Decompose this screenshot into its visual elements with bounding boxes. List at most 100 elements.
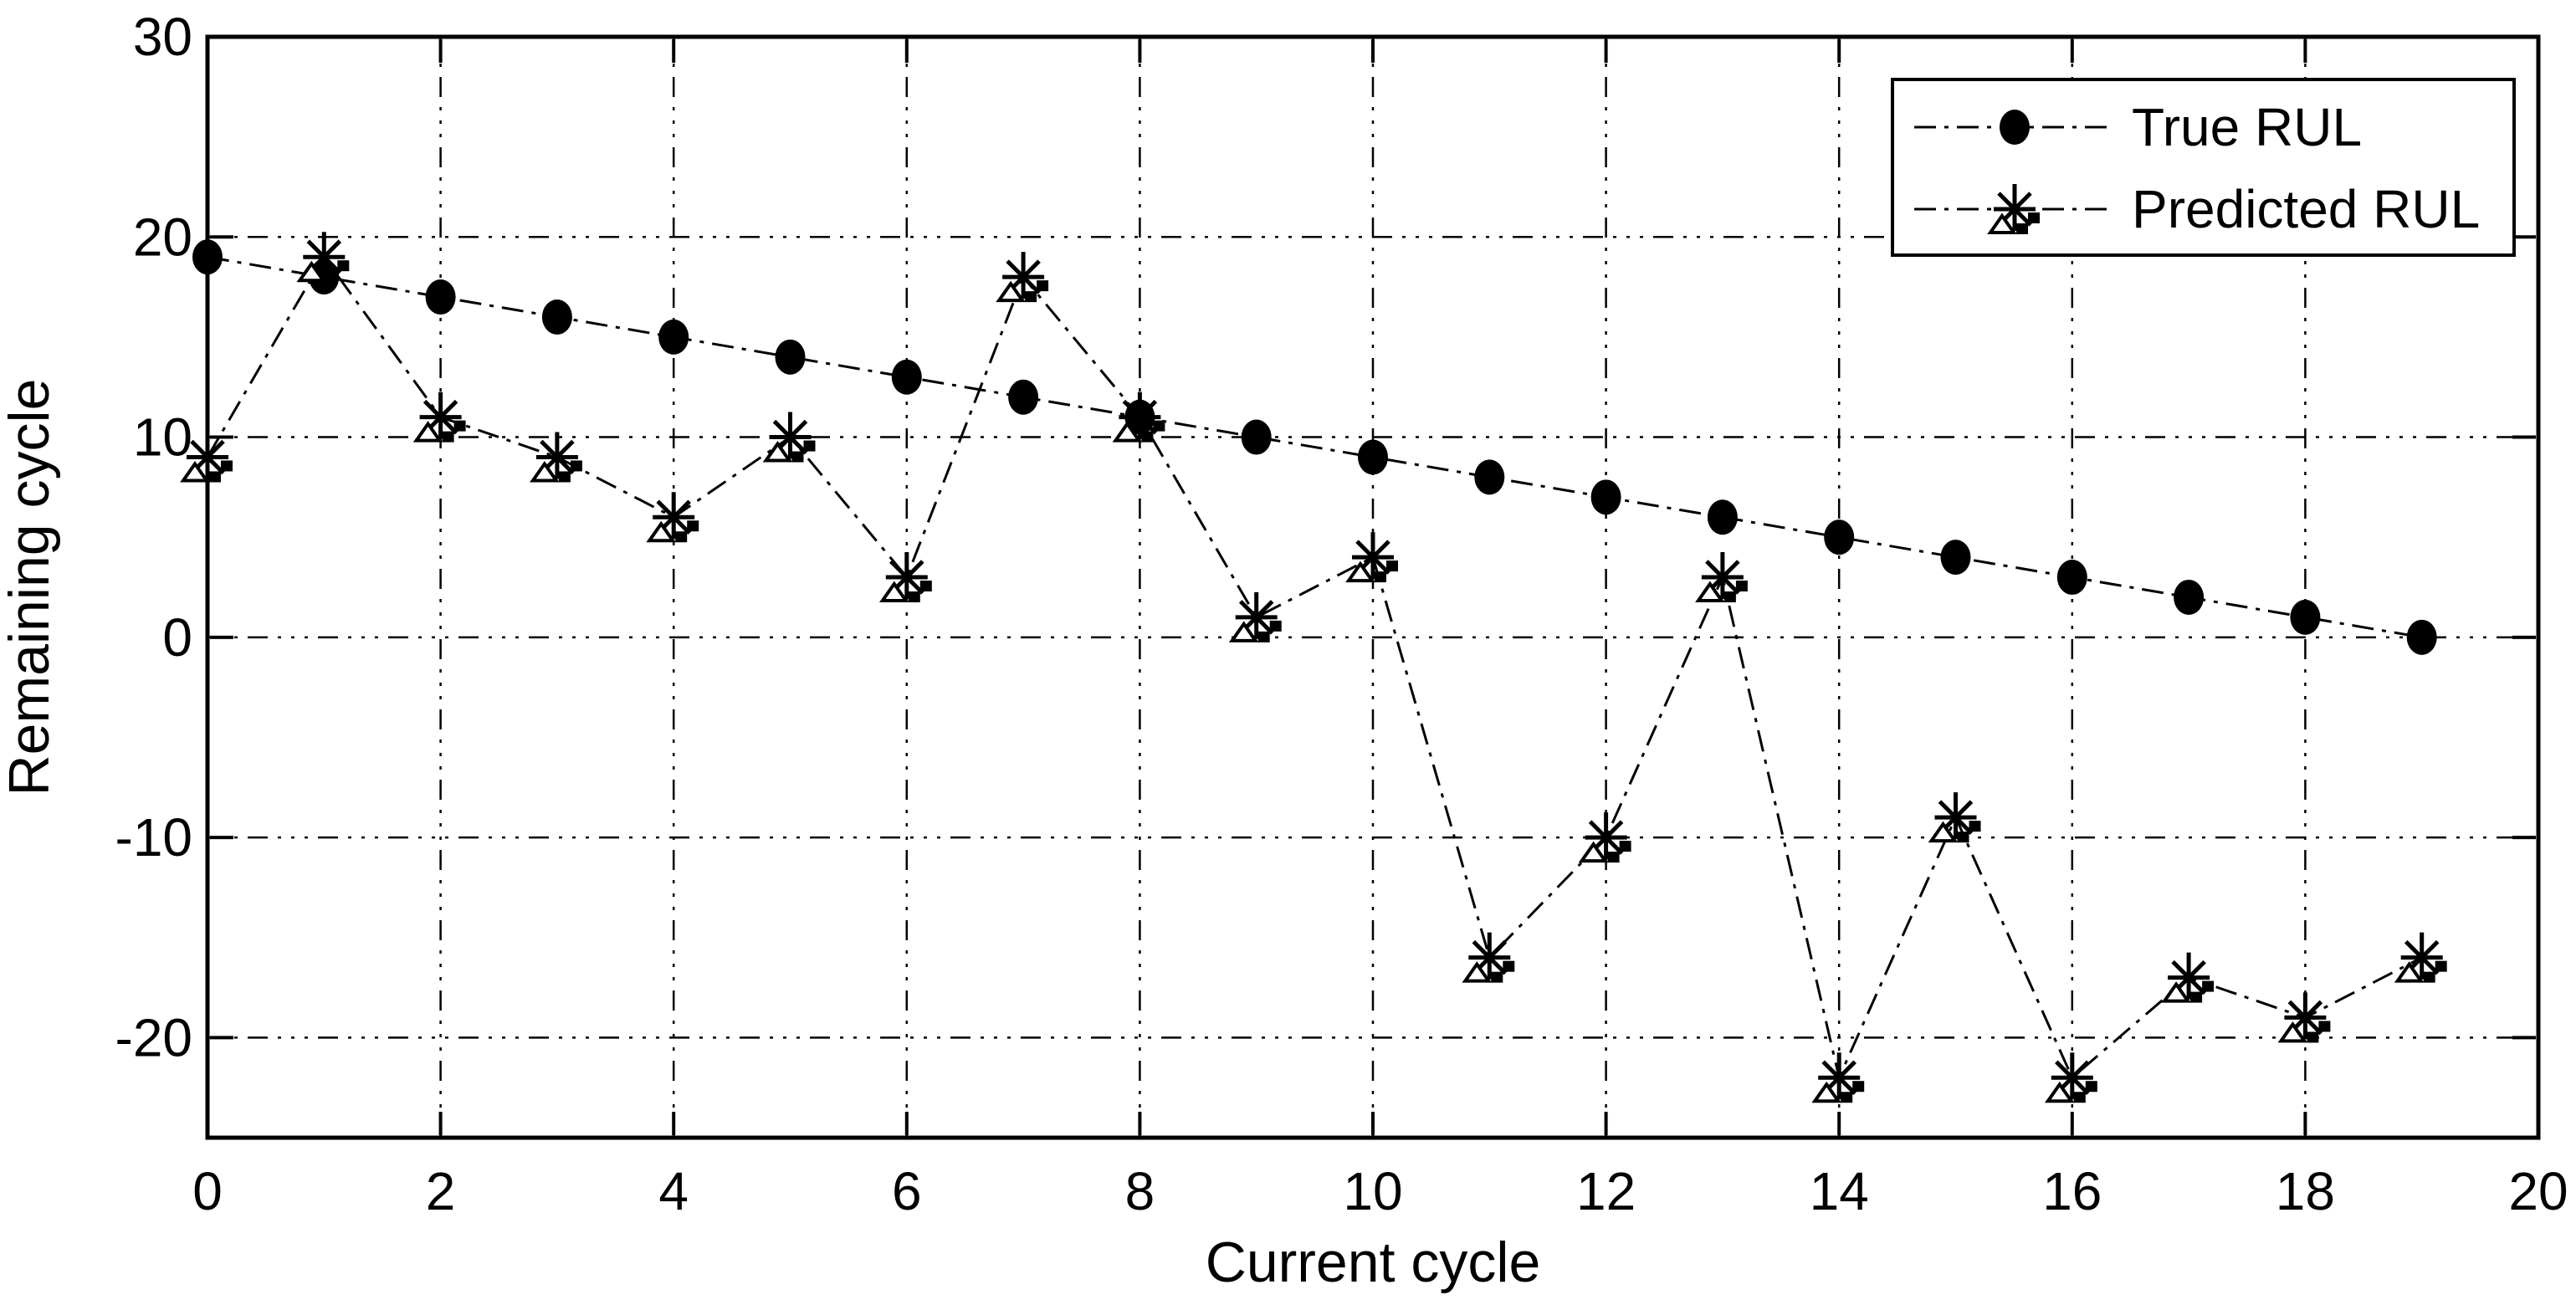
x-tick-label: 18 xyxy=(2276,1161,2335,1221)
marker-filled-circle xyxy=(1707,499,1738,535)
x-tick-label: 10 xyxy=(1343,1161,1402,1221)
artifact-triangle xyxy=(646,520,677,543)
artifact-triangle xyxy=(1811,1081,1842,1103)
marker-asterisk xyxy=(2161,952,2215,1003)
y-tick-labels: 30 20 10 0 -10 -20 xyxy=(115,7,193,1067)
legend: True RUL Predicted RUL xyxy=(1891,78,2516,257)
artifact-square xyxy=(919,581,932,592)
artifact-triangle xyxy=(1578,841,1609,863)
marker-asterisk xyxy=(878,552,932,603)
axis-ticks xyxy=(206,35,2540,1135)
x-tick-labels: 0 2 4 6 8 10 12 14 16 18 20 xyxy=(192,1161,2568,1221)
artifact-triangle xyxy=(1928,821,1959,843)
artifact-square xyxy=(1969,821,1981,832)
artifact-square xyxy=(2318,1021,2331,1032)
artifact-square xyxy=(2016,223,2028,234)
x-tick-label: 2 xyxy=(426,1161,456,1221)
marker-asterisk xyxy=(1112,392,1165,443)
marker-filled-circle xyxy=(1824,519,1855,555)
data-point xyxy=(530,432,582,483)
marker-asterisk xyxy=(1462,932,1515,983)
y-tick-label: 0 xyxy=(162,607,192,668)
marker-asterisk xyxy=(530,432,582,483)
artifact-square xyxy=(2423,971,2435,983)
x-tick-label: 20 xyxy=(2508,1161,2568,1221)
data-point xyxy=(658,319,689,355)
marker-asterisk xyxy=(2394,932,2447,983)
artifact-square xyxy=(221,460,233,472)
artifact-square xyxy=(791,451,804,463)
artifact-square xyxy=(2190,991,2203,1003)
artifact-triangle xyxy=(1695,581,1725,603)
y-tick-label: -10 xyxy=(115,807,193,867)
data-point xyxy=(1345,532,1398,583)
marker-asterisk xyxy=(996,252,1049,303)
artifact-square xyxy=(570,460,582,472)
legend-item-true-rul: True RUL xyxy=(1914,97,2362,157)
artifact-square xyxy=(1037,280,1049,292)
artifact-square xyxy=(1375,571,1386,583)
data-point xyxy=(296,232,350,283)
artifact-triangle xyxy=(412,421,443,443)
data-point xyxy=(2277,992,2331,1043)
marker-filled-circle xyxy=(1474,459,1505,495)
data-point xyxy=(425,279,456,315)
data-point xyxy=(2161,952,2215,1003)
artifact-square xyxy=(1386,560,1398,572)
marker-filled-circle xyxy=(2406,619,2437,655)
series-layer xyxy=(180,232,2447,1103)
artifact-square xyxy=(2085,1081,2097,1093)
marker-asterisk xyxy=(762,412,816,463)
marker-filled-circle xyxy=(2174,579,2205,615)
data-point xyxy=(1462,932,1515,983)
marker-filled-circle xyxy=(541,299,572,335)
marker-filled-circle xyxy=(2056,560,2087,596)
data-point xyxy=(1474,459,1505,495)
marker-filled-circle xyxy=(1590,479,1621,515)
artifact-square xyxy=(2028,212,2040,223)
artifact-triangle xyxy=(180,460,210,483)
artifact-square xyxy=(803,440,816,452)
y-tick-label: 30 xyxy=(133,7,192,67)
data-point xyxy=(541,299,572,335)
data-point xyxy=(775,339,806,375)
x-axis-title: Current cycle xyxy=(1206,1231,1541,1294)
data-point xyxy=(1228,591,1282,642)
artifact-square xyxy=(2202,980,2215,992)
x-tick-label: 8 xyxy=(1125,1161,1155,1221)
y-tick-label: -20 xyxy=(115,1007,193,1067)
legend-marker-asterisk xyxy=(1987,184,2040,234)
artifact-triangle xyxy=(1987,212,2017,234)
artifact-triangle xyxy=(1345,560,1375,583)
gridlines xyxy=(207,37,2538,1138)
artifact-triangle xyxy=(878,581,909,603)
artifact-triangle xyxy=(2394,961,2425,983)
artifact-square xyxy=(1257,631,1270,642)
x-tick-label: 16 xyxy=(2042,1161,2102,1221)
artifact-square xyxy=(687,520,699,532)
marker-filled-circle xyxy=(192,239,223,275)
data-point xyxy=(1008,379,1039,415)
marker-filled-circle xyxy=(1940,540,1971,576)
data-point xyxy=(2044,1052,2097,1103)
data-point xyxy=(878,552,932,603)
data-point xyxy=(2394,932,2447,983)
artifact-triangle xyxy=(2161,981,2191,1003)
marker-filled-circle xyxy=(1008,379,1039,415)
marker-filled-circle xyxy=(891,359,922,395)
artifact-square xyxy=(325,271,338,283)
artifact-triangle xyxy=(1462,961,1493,983)
marker-asterisk xyxy=(1987,184,2040,234)
data-point xyxy=(412,392,466,443)
data-point xyxy=(996,252,1049,303)
y-tick-label: 10 xyxy=(133,407,192,468)
artifact-square xyxy=(2307,1031,2319,1043)
x-tick-label: 12 xyxy=(1576,1161,1636,1221)
x-tick-label: 14 xyxy=(1810,1161,1869,1221)
data-point xyxy=(1707,499,1738,535)
data-point xyxy=(1928,792,1981,843)
legend-label-predicted-rul: Predicted RUL xyxy=(2132,179,2480,239)
data-point xyxy=(1241,419,1272,455)
artifact-triangle xyxy=(2044,1081,2075,1103)
